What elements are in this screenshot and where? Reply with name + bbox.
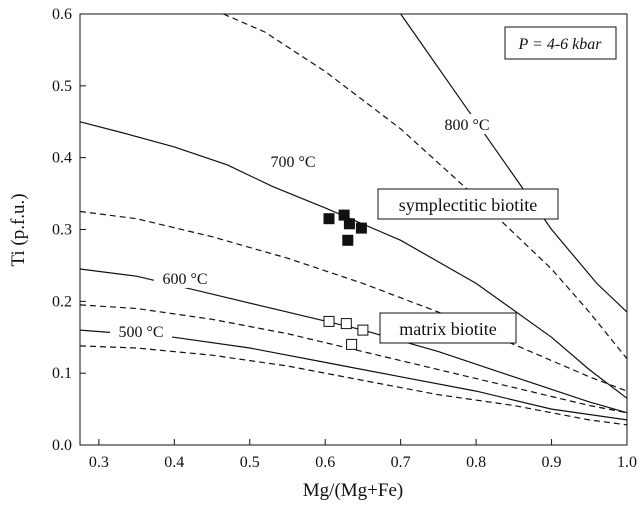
group-label-box-symplectitic <box>377 188 559 220</box>
isotherm-label-bg-700 <box>262 151 324 171</box>
isotherm-curve-dashed <box>79 210 628 392</box>
x-axis-ticks: 0.3 0.4 0.5 0.6 0.7 0.8 0.9 1.0 <box>89 439 637 471</box>
x-tick-label: 0.3 <box>89 454 109 471</box>
x-tick-label: 0.4 <box>164 454 184 471</box>
symplectitic-biotite-point <box>323 213 335 225</box>
group-label-symplectitic: symplectitic biotite <box>399 195 537 215</box>
y-tick-label: 0.1 <box>52 365 72 382</box>
symplectitic-biotite-point <box>342 234 354 246</box>
matrix-biotite-point <box>323 315 335 327</box>
y-axis-ticks: 0.0 0.1 0.2 0.3 0.4 0.5 0.6 <box>52 6 86 454</box>
y-tick-label: 0.2 <box>52 293 72 310</box>
y-tick-label: 0.6 <box>52 6 72 23</box>
x-tick-label: 0.5 <box>240 454 260 471</box>
matrix-biotite-point <box>357 324 369 336</box>
y-tick-label: 0.5 <box>52 78 72 95</box>
isotherm-label-bg-500 <box>110 321 172 341</box>
x-tick-label: 1.0 <box>617 454 637 471</box>
y-axis-label: Ti (p.f.u.) <box>8 193 29 266</box>
group-label-box-matrix <box>379 312 517 344</box>
x-tick-label: 0.9 <box>542 454 562 471</box>
x-axis-label: Mg/(Mg+Fe) <box>303 480 403 501</box>
isotherm-curve-solid <box>79 329 628 421</box>
isotherm-curve-dashed <box>79 304 628 414</box>
plot-frame <box>79 13 628 446</box>
symplectitic-biotite-point <box>343 218 355 230</box>
isotherm-curve-dashed <box>223 13 628 360</box>
pressure-label: P = 4-6 kbar <box>518 36 603 53</box>
matrix-biotite-point <box>346 338 358 350</box>
matrix-biotite-point <box>340 318 352 330</box>
y-tick-label: 0.0 <box>52 437 72 454</box>
isotherm-curve-dashed <box>79 345 628 426</box>
isotherm-label-bg-800 <box>437 114 497 134</box>
isotherm-label-600: 600 °C <box>162 271 207 288</box>
y-tick-label: 0.3 <box>52 222 72 239</box>
x-tick-label: 0.6 <box>315 454 335 471</box>
isotherm-label-700: 700 °C <box>270 154 315 171</box>
symplectitic-biotite-point <box>355 222 367 234</box>
y-tick-label: 0.4 <box>52 150 72 167</box>
group-label-matrix: matrix biotite <box>399 319 496 339</box>
isotherm-label-800: 800 °C <box>444 117 489 134</box>
data-markers <box>323 209 369 350</box>
isotherm-label-500: 500 °C <box>118 324 163 341</box>
isotherm-label-bg-600 <box>154 268 216 288</box>
pressure-label-box <box>504 26 617 60</box>
isotherm-curve-solid <box>79 121 628 399</box>
x-tick-label: 0.7 <box>391 454 411 471</box>
x-tick-label: 0.8 <box>466 454 486 471</box>
